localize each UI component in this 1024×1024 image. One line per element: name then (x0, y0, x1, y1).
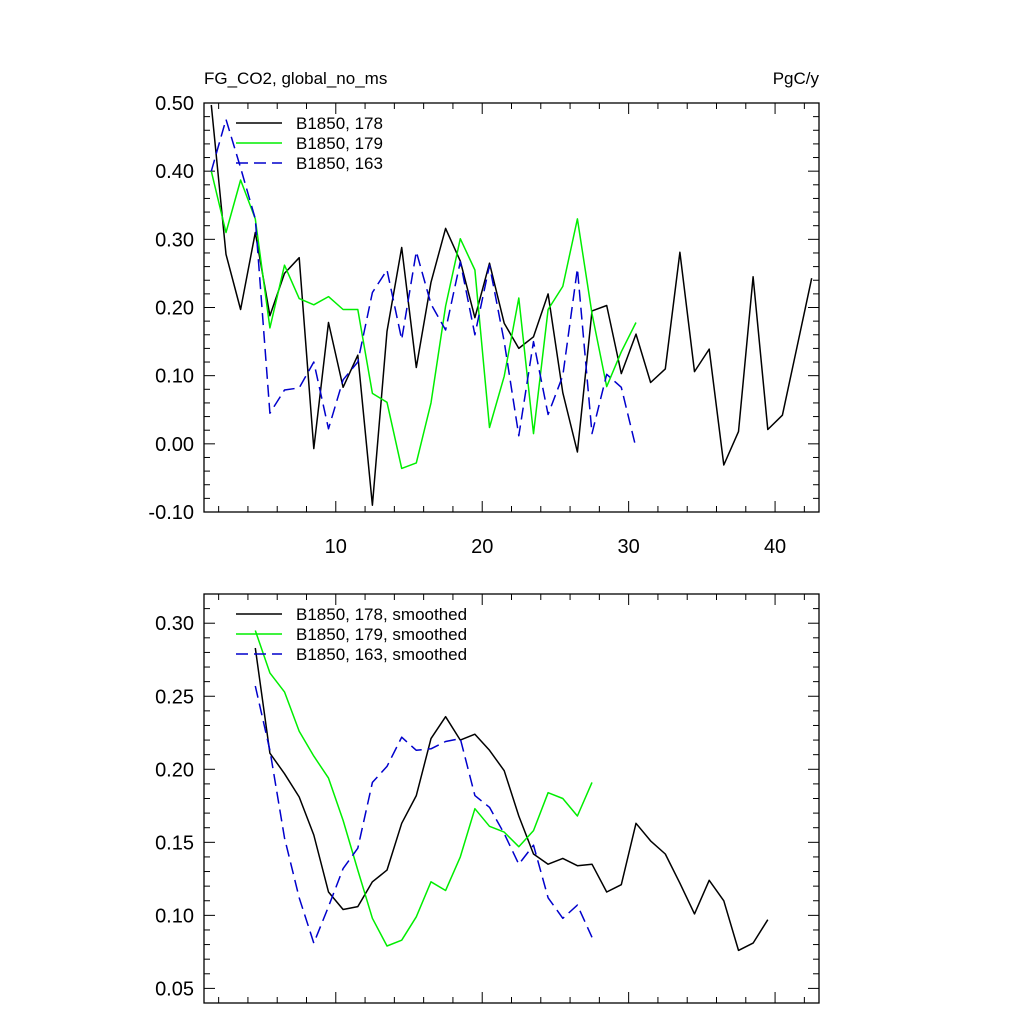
top-y-tick-label: 0.20 (155, 298, 194, 320)
bottom-y-tick-labels: 0.05 0.10 0.15 0.20 0.25 0.30 (155, 613, 194, 1000)
top-series-line-3 (210, 118, 637, 449)
bottom-y-tick-label: 0.25 (155, 686, 194, 708)
bottom-legend-label: B1850, 179, smoothed (296, 625, 467, 644)
top-y-tick-label: 0.10 (155, 366, 194, 388)
top-y-tick-label: 0.50 (155, 93, 194, 115)
top-y-tick-label: 0.40 (155, 161, 194, 183)
top-x-tick-label: 20 (471, 536, 493, 558)
bottom-y-tick-label: 0.20 (155, 759, 194, 781)
top-x-tick-labels: 10 20 30 40 (325, 536, 787, 558)
bottom-y-tick-label: 0.10 (155, 905, 194, 927)
bottom-series-line-2 (254, 630, 593, 947)
top-panel-units: PgC/y (773, 69, 820, 88)
top-data-series (210, 104, 813, 506)
bottom-y-tick-label: 0.05 (155, 978, 194, 1000)
top-y-tick-label: -0.10 (148, 502, 194, 524)
top-y-tick-label: 0.00 (155, 434, 194, 456)
bottom-legend-label: B1850, 178, smoothed (296, 605, 467, 624)
top-panel: FG_CO2, global_no_ms PgC/y -0.10 0.00 0.10… (148, 69, 820, 558)
top-series-line-2 (210, 171, 637, 470)
bottom-series-line-1 (254, 647, 769, 952)
top-legend-label: B1850, 163 (296, 154, 383, 173)
top-y-tick-labels: -0.10 0.00 0.10 0.20 0.30 0.40 0.50 (148, 93, 194, 524)
top-x-tick-label: 30 (618, 536, 640, 558)
bottom-y-tick-label: 0.30 (155, 613, 194, 635)
top-legend-label: B1850, 179 (296, 134, 383, 153)
bottom-y-tick-label: 0.15 (155, 832, 194, 854)
bottom-data-series (254, 630, 769, 952)
top-axis-ticks (204, 102, 819, 513)
top-y-tick-label: 0.30 (155, 229, 194, 251)
top-x-tick-label: 40 (764, 536, 786, 558)
bottom-legend-label: B1850, 163, smoothed (296, 645, 467, 664)
top-panel-title: FG_CO2, global_no_ms (204, 69, 387, 88)
top-x-tick-label: 10 (325, 536, 347, 558)
bottom-panel: 0.05 0.10 0.15 0.20 0.25 0.30 B1850, 178, smo… (155, 593, 820, 1004)
top-legend-label: B1850, 178 (296, 114, 383, 133)
bottom-axis-ticks (204, 594, 819, 1003)
bottom-series-line-3 (254, 685, 593, 944)
